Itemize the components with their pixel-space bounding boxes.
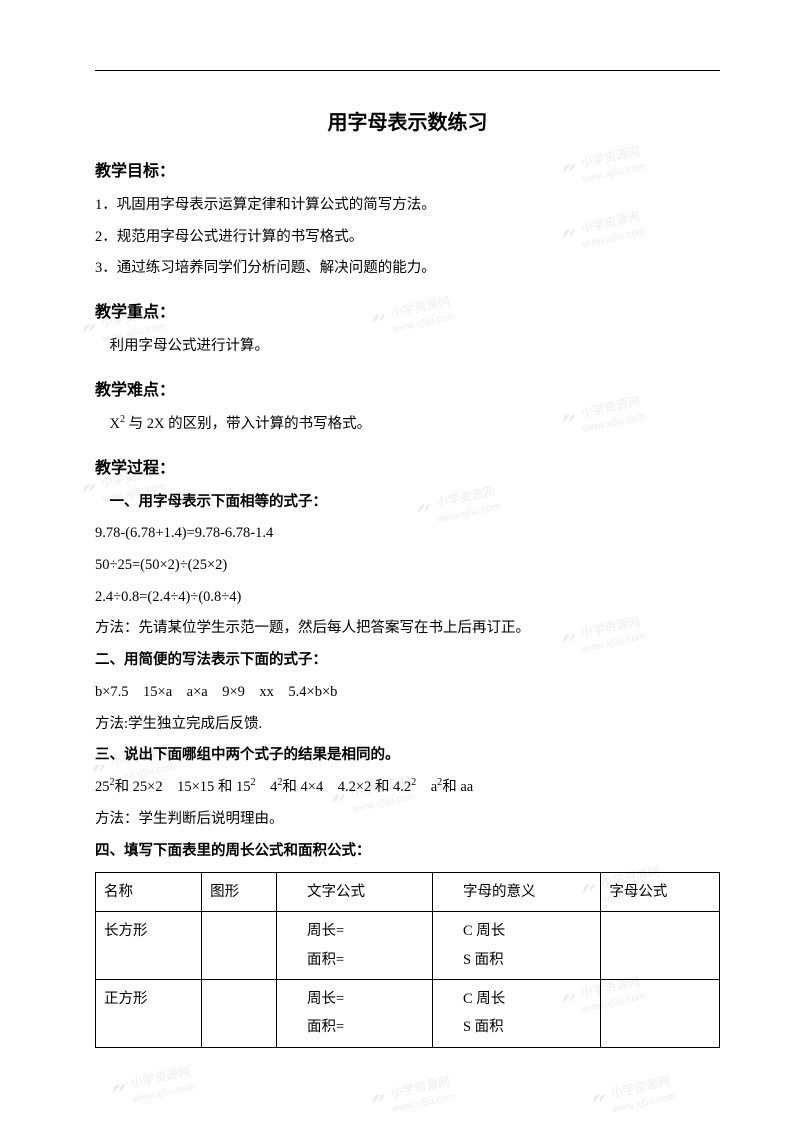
q2-heading: 二、用简便的写法表示下面的式子： xyxy=(95,646,720,676)
q1-method: 方法：先请某位学生示范一题，然后每人把答案写在书上后再订正。 xyxy=(95,614,720,644)
goal-item-1: 1．巩固用字母表示运算定律和计算公式的简写方法。 xyxy=(95,191,720,221)
q3-method: 方法：学生判断后说明理由。 xyxy=(95,805,720,835)
cell-formula xyxy=(601,980,720,1048)
difficult-text: X2 与 2X 的区别，带入计算的书写格式。 xyxy=(95,410,720,440)
cell-name: 正方形 xyxy=(96,980,202,1048)
q3-line1: 252和 25×2 15×15 和 152 42和 4×4 4.2×2 和 4.… xyxy=(95,773,720,803)
heading-process: 教学过程： xyxy=(95,454,720,478)
cell-name: 长方形 xyxy=(96,912,202,980)
cell-text: 周长=面积= xyxy=(276,912,432,980)
q1-heading: 一、用字母表示下面相等的式子： xyxy=(95,488,720,518)
cell-meaning: C 周长S 面积 xyxy=(432,912,600,980)
heading-goal: 教学目标： xyxy=(95,157,720,181)
th-shape: 图形 xyxy=(202,873,277,912)
table-header-row: 名称 图形 文字公式 字母的意义 字母公式 xyxy=(96,873,720,912)
q1-line1: 9.78-(6.78+1.4)=9.78-6.78-1.4 xyxy=(95,519,720,549)
q2-method: 方法:学生独立完成后反馈. xyxy=(95,710,720,740)
keypoint-text: 利用字母公式进行计算。 xyxy=(95,332,720,362)
top-rule xyxy=(95,70,720,71)
th-name: 名称 xyxy=(96,873,202,912)
cell-meaning: C 周长S 面积 xyxy=(432,980,600,1048)
q4-heading: 四、填写下面表里的周长公式和面积公式： xyxy=(95,837,720,867)
q1-line3: 2.4÷0.8=(2.4÷4)÷(0.8÷4) xyxy=(95,583,720,613)
goal-item-2: 2．规范用字母公式进行计算的书写格式。 xyxy=(95,223,720,253)
th-formula: 字母公式 xyxy=(601,873,720,912)
cell-formula xyxy=(601,912,720,980)
heading-keypoint: 教学重点： xyxy=(95,298,720,322)
q2-line1: b×7.5 15×a a×a 9×9 xx 5.4×b×b xyxy=(95,678,720,708)
page-title: 用字母表示数练习 xyxy=(95,106,720,135)
cell-shape xyxy=(202,980,277,1048)
cell-text: 周长=面积= xyxy=(276,980,432,1048)
th-text: 文字公式 xyxy=(276,873,432,912)
page-content: 用字母表示数练习 教学目标： 1．巩固用字母表示运算定律和计算公式的简写方法。 … xyxy=(0,0,800,1088)
q1-line2: 50÷25=(50×2)÷(25×2) xyxy=(95,551,720,581)
formula-table: 名称 图形 文字公式 字母的意义 字母公式 长方形 周长=面积= C 周长S 面… xyxy=(95,872,720,1047)
heading-difficult: 教学难点： xyxy=(95,376,720,400)
goal-item-3: 3．通过练习培养同学们分析问题、解决问题的能力。 xyxy=(95,254,720,284)
q3-heading: 三、说出下面哪组中两个式子的结果是相同的。 xyxy=(95,741,720,771)
table-row: 长方形 周长=面积= C 周长S 面积 xyxy=(96,912,720,980)
table-row: 正方形 周长=面积= C 周长S 面积 xyxy=(96,980,720,1048)
cell-shape xyxy=(202,912,277,980)
th-meaning: 字母的意义 xyxy=(432,873,600,912)
